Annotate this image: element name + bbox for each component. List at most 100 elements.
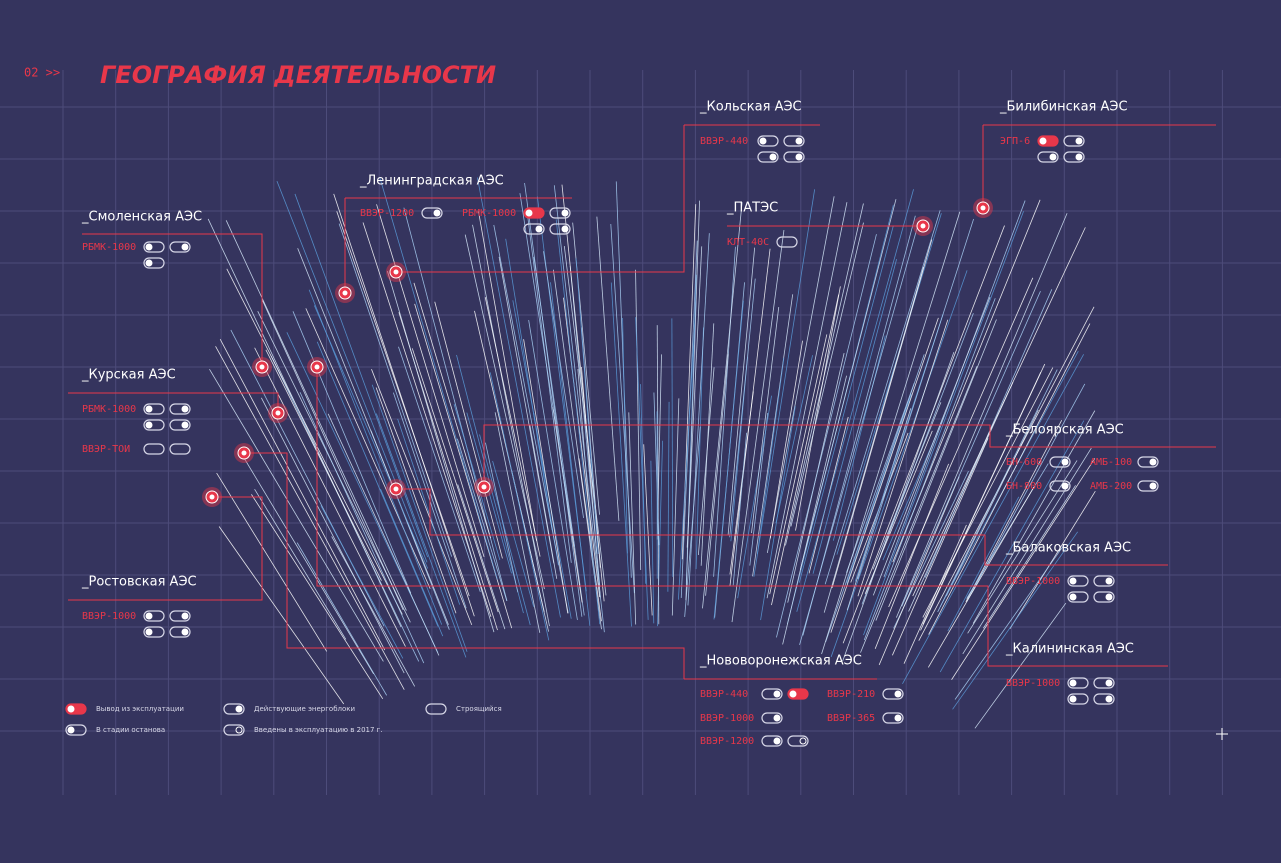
toggle-knob bbox=[535, 225, 543, 233]
map-stroke bbox=[218, 526, 345, 705]
plant-name: _Нововоронежская АЭС bbox=[699, 654, 862, 669]
status-toggle bbox=[1137, 480, 1159, 492]
map-stroke bbox=[937, 369, 1058, 613]
map-stroke bbox=[756, 357, 785, 554]
toggle-body bbox=[882, 712, 904, 724]
map-stroke bbox=[812, 259, 898, 574]
legend-label: Вывод из эксплуатации bbox=[96, 705, 184, 713]
map-stroke bbox=[902, 354, 1084, 685]
map-stroke bbox=[729, 391, 754, 575]
toggle-body bbox=[143, 443, 165, 455]
map-stroke bbox=[766, 202, 848, 599]
status-toggle bbox=[425, 703, 447, 715]
toggle-knob bbox=[1069, 695, 1077, 703]
map-stroke bbox=[872, 402, 942, 570]
map-stroke bbox=[635, 317, 649, 620]
plant-name: _Ленинградская АЭС bbox=[359, 174, 504, 189]
toggle-body bbox=[143, 241, 165, 253]
toggle-body bbox=[143, 610, 165, 622]
status-toggle bbox=[143, 419, 165, 431]
map-stroke bbox=[371, 384, 468, 652]
map-stroke bbox=[320, 505, 404, 659]
status-toggle bbox=[882, 712, 904, 724]
map-stroke bbox=[782, 375, 847, 645]
toggle-body bbox=[1049, 480, 1071, 492]
map-stroke bbox=[476, 177, 561, 618]
toggle-body bbox=[169, 241, 191, 253]
toggle-body bbox=[523, 223, 545, 235]
toggle-body bbox=[757, 135, 779, 147]
toggle-body bbox=[425, 703, 447, 715]
map-stroke bbox=[379, 177, 498, 580]
map-stroke bbox=[769, 334, 828, 595]
toggle-body bbox=[1093, 575, 1115, 587]
map-stroke bbox=[464, 234, 545, 590]
plant-name: _Смоленская АЭС bbox=[81, 210, 202, 225]
map-stroke bbox=[498, 256, 555, 564]
map-stroke bbox=[640, 384, 647, 584]
leader-line bbox=[344, 197, 572, 293]
toggle-body bbox=[783, 151, 805, 163]
map-stroke bbox=[209, 368, 384, 662]
toggle-body bbox=[143, 419, 165, 431]
status-toggle bbox=[523, 223, 545, 235]
map-stroke bbox=[927, 486, 1035, 668]
toggle-knob bbox=[1049, 153, 1057, 161]
plant-name: _Балаковская АЭС bbox=[1005, 541, 1131, 556]
toggle-knob bbox=[1061, 458, 1069, 466]
plant-name: _Курская АЭС bbox=[81, 368, 176, 383]
status-toggle bbox=[1067, 693, 1089, 705]
map-stroke bbox=[830, 270, 968, 658]
toggle-body bbox=[549, 207, 571, 219]
map-stroke bbox=[563, 246, 607, 596]
map-stroke bbox=[846, 394, 912, 584]
reactor-name: РБМК-1000 bbox=[82, 242, 136, 253]
legend-label: Строящийся bbox=[456, 705, 502, 713]
toggle-knob bbox=[145, 612, 153, 620]
toggle-knob bbox=[433, 209, 441, 217]
status-toggle bbox=[787, 735, 809, 747]
reactor-name: ВВЭР-1000 bbox=[1006, 576, 1060, 587]
map-stroke bbox=[308, 289, 443, 625]
map-stroke bbox=[239, 450, 374, 675]
map-stroke bbox=[265, 349, 382, 581]
toggle-knob bbox=[181, 243, 189, 251]
map-stroke bbox=[874, 463, 949, 649]
page-title: ГЕОГРАФИЯ ДЕЯТЕЛЬНОСТИ bbox=[100, 61, 496, 89]
map-stroke bbox=[653, 392, 660, 546]
toggle-body bbox=[143, 626, 165, 638]
toggle-body bbox=[1037, 151, 1059, 163]
status-toggle bbox=[776, 236, 798, 248]
plant-name: _Ростовская АЭС bbox=[81, 575, 197, 590]
status-toggle bbox=[421, 207, 443, 219]
toggle-body bbox=[1067, 591, 1089, 603]
toggle-knob bbox=[894, 714, 902, 722]
map-stroke bbox=[965, 419, 1063, 603]
toggle-knob bbox=[1105, 695, 1113, 703]
map-stroke bbox=[207, 218, 402, 628]
toggle-body bbox=[761, 712, 783, 724]
toggle-body bbox=[1067, 575, 1089, 587]
status-toggle bbox=[169, 610, 191, 622]
toggle-body bbox=[1049, 456, 1071, 468]
toggle-knob bbox=[1149, 458, 1157, 466]
map-stroke bbox=[860, 366, 978, 653]
map-stroke bbox=[254, 347, 406, 647]
status-toggle bbox=[1037, 151, 1059, 163]
toggle-body bbox=[1137, 480, 1159, 492]
map-stroke bbox=[790, 222, 864, 527]
map-stroke bbox=[928, 323, 1091, 635]
plant-marker-core bbox=[393, 486, 399, 492]
map-stroke bbox=[254, 488, 347, 640]
status-toggle bbox=[1049, 456, 1071, 468]
map-stroke bbox=[294, 193, 429, 558]
toggle-knob bbox=[795, 137, 803, 145]
map-stroke bbox=[947, 496, 1020, 632]
map-stroke bbox=[523, 339, 569, 614]
toggle-body bbox=[143, 257, 165, 269]
toggle-body bbox=[223, 724, 245, 736]
leader-line bbox=[396, 488, 1168, 566]
reactor-name: ВВЭР-365 bbox=[827, 713, 875, 724]
map-stroke bbox=[251, 494, 384, 700]
map-stroke bbox=[453, 404, 501, 561]
